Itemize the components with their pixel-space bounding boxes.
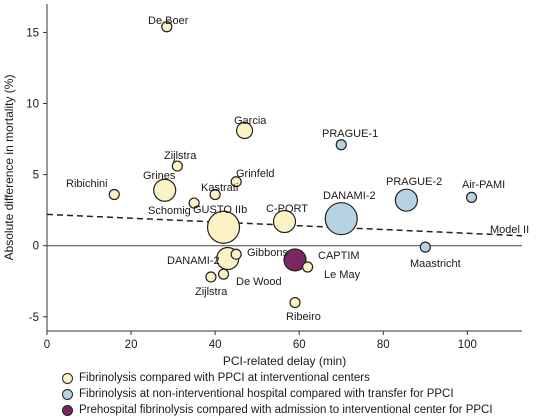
point-label: Garcia <box>234 115 267 127</box>
y-axis-label: Absolute difference in mortality (%) <box>2 75 16 261</box>
point-label: Kastrati <box>201 182 238 194</box>
data-point <box>206 210 241 244</box>
x-tick-label: 60 <box>293 339 306 351</box>
legend-item: Prehospital fibrinolysis compared with a… <box>62 402 532 418</box>
data-point <box>171 160 183 172</box>
data-point <box>419 241 431 253</box>
point-label: Le May <box>324 269 361 281</box>
x-tick-label: 40 <box>209 339 222 351</box>
point-label: DANAMI-2 <box>167 255 220 267</box>
legend: Fibrinolysis compared with PPCI at inter… <box>62 370 532 418</box>
legend-item: Fibrinolysis at non-interventional hospi… <box>62 386 532 402</box>
data-point <box>465 191 478 203</box>
y-tick-label: 5 <box>33 170 39 182</box>
point-label: Zijlstra <box>164 150 197 162</box>
y-tick-label: 15 <box>26 27 39 39</box>
data-point <box>188 197 200 209</box>
x-tick-label: 0 <box>44 339 50 351</box>
point-label: Grinfeld <box>236 168 275 180</box>
legend-swatch-fibrinolysis-transfer <box>62 388 73 400</box>
data-point <box>394 188 419 212</box>
data-point <box>108 188 120 201</box>
data-point <box>272 209 297 234</box>
data-point <box>235 121 254 140</box>
legend-label: Fibrinolysis at non-interventional hospi… <box>79 388 454 400</box>
scatter-chart: 0 20 40 60 80 100 -5 0 5 10 15 PCI-related delay (m… <box>2 4 529 368</box>
data-point <box>283 248 307 272</box>
y-tick-label: 10 <box>26 99 39 111</box>
x-tick-label: 20 <box>125 339 138 351</box>
point-label: Air-PAMI <box>462 179 505 191</box>
point-label: Zijlstra <box>195 286 228 298</box>
point-label: Ribichini <box>66 178 108 190</box>
point-label: De Wood <box>236 276 282 288</box>
legend-swatch-fibrinolysis-interventional <box>62 372 73 384</box>
data-point <box>205 271 217 283</box>
legend-swatch-prehospital <box>62 404 73 416</box>
trend-line-label: Model II <box>490 224 529 236</box>
point-label: Maastricht <box>410 258 461 270</box>
point-label: Gibbons <box>247 247 288 259</box>
data-point <box>335 139 347 151</box>
data-point <box>230 176 242 188</box>
legend-label: Prehospital fibrinolysis compared with a… <box>79 404 493 416</box>
x-tick-label: 100 <box>458 339 477 351</box>
data-point <box>230 248 242 260</box>
point-label: Ribeiro <box>286 311 321 323</box>
point-label: PRAGUE-2 <box>386 176 442 188</box>
data-point <box>209 188 221 201</box>
y-tick-label: 0 <box>33 241 39 253</box>
x-axis-label: PCI-related delay (min) <box>223 354 346 368</box>
point-label: C-PORT <box>266 203 308 215</box>
data-point <box>324 202 358 236</box>
point-label: De Boer <box>148 15 189 27</box>
point-label: Schomig <box>148 205 191 217</box>
point-label: DANAMI-2 <box>323 190 376 202</box>
x-tick-label: 80 <box>377 339 390 351</box>
legend-label: Fibrinolysis compared with PPCI at inter… <box>79 372 370 384</box>
data-point <box>161 21 173 33</box>
y-tick-label: -5 <box>29 312 39 324</box>
data-point <box>302 261 314 273</box>
point-label: CAPTIM <box>318 250 360 262</box>
data-point <box>289 296 301 309</box>
point-label: GUSTO IIb <box>193 204 247 216</box>
data-point <box>153 178 177 202</box>
data-point <box>217 268 230 280</box>
legend-item: Fibrinolysis compared with PPCI at inter… <box>62 370 532 386</box>
point-label: Grines <box>143 170 176 182</box>
point-label: PRAGUE-1 <box>322 128 378 140</box>
